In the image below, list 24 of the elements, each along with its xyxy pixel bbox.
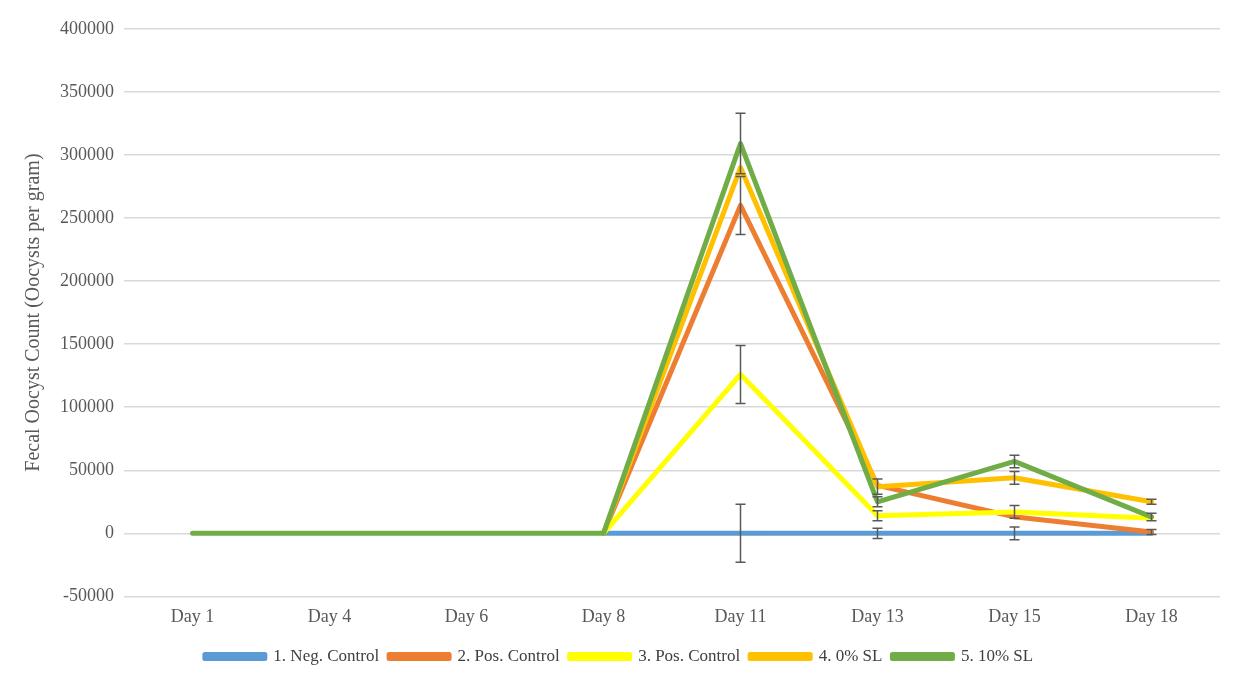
x-tick-label: Day 8 — [581, 605, 626, 626]
y-tick-label: 100000 — [60, 395, 114, 416]
y-tick-label: 150000 — [60, 332, 114, 353]
y-tick-label: 0 — [105, 522, 114, 543]
y-tick-label: 300000 — [60, 143, 114, 164]
legend-label: 4. 0% SL — [818, 645, 883, 665]
x-tick-label: Day 18 — [1125, 605, 1178, 626]
x-tick-label: Day 13 — [851, 605, 904, 626]
x-tick-label: Day 4 — [307, 605, 352, 626]
x-tick-label: Day 11 — [714, 605, 767, 626]
legend-label: 3. Pos. Control — [638, 645, 741, 665]
y-tick-label: -50000 — [63, 585, 114, 606]
x-tick-label: Day 15 — [988, 605, 1041, 626]
y-axis-title: Fecal Oocyst Count (Oocysts per gram) — [21, 153, 45, 472]
y-tick-label: 400000 — [60, 17, 114, 38]
y-tick-label: 250000 — [60, 206, 114, 227]
legend-label: 1. Neg. Control — [273, 645, 380, 665]
y-tick-label: 50000 — [69, 459, 114, 479]
y-tick-label: 200000 — [60, 269, 114, 290]
x-tick-label: Day 6 — [444, 605, 489, 626]
y-tick-label: 350000 — [60, 80, 114, 101]
legend-label: 5. 10% SL — [960, 645, 1034, 665]
x-tick-label: Day 1 — [170, 605, 215, 626]
legend-label: 2. Pos. Control — [457, 645, 560, 665]
